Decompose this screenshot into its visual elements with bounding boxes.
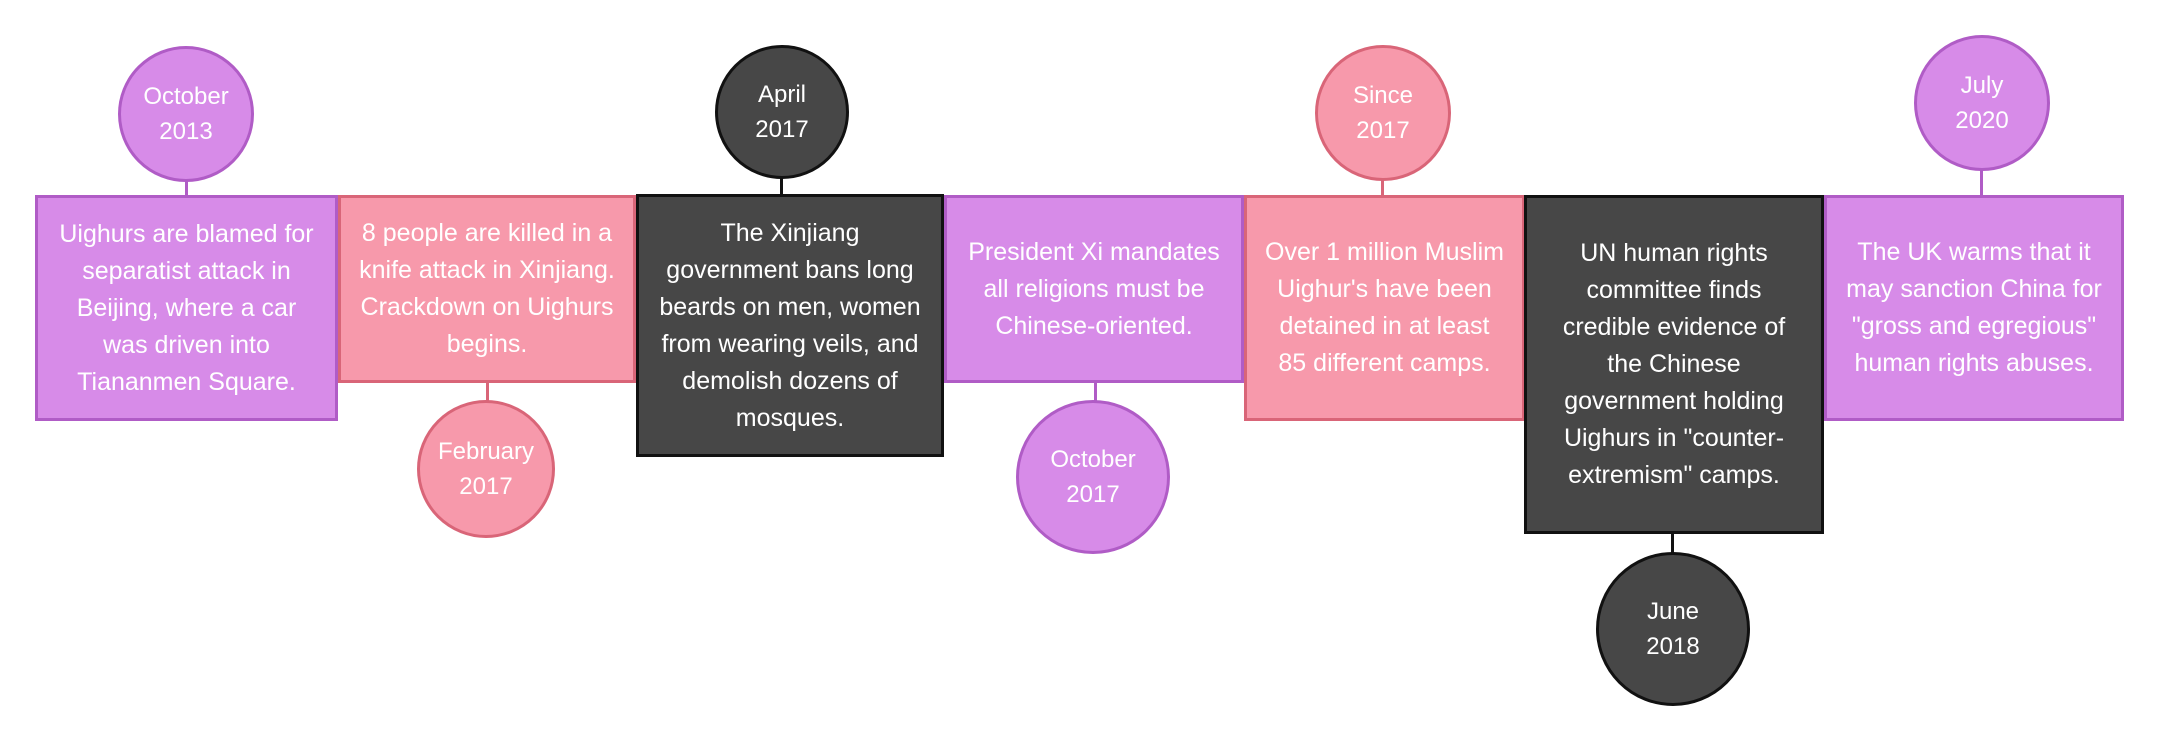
connector [1381,176,1384,196]
date-month: Since [1352,82,1414,109]
date-month: October [1050,446,1136,473]
connector [1094,382,1097,404]
date-circle-feb-2017: February 2017 [417,400,555,538]
connector [1671,532,1674,556]
date-year: 2013 [159,118,213,145]
date-circle-since-2017: Since 2017 [1315,45,1451,181]
connector [185,180,188,196]
date-circle-jun-2018: June 2018 [1596,552,1750,706]
event-box-apr-2017: The Xinjiang government bans long beards… [636,194,944,457]
date-year: 2017 [459,473,513,500]
event-text: The UK warms that it may sanction China … [1846,238,2102,377]
date-circle-oct-2017: October 2017 [1016,400,1170,554]
date-circle-jul-2020: July 2020 [1914,35,2050,171]
event-text: Uighurs are blamed for separatist attack… [59,219,314,396]
event-box-oct-2017: President Xi mandates all religions must… [944,195,1244,383]
event-text: President Xi mandates all religions must… [968,237,1220,340]
event-text: UN human rights committee finds credible… [1562,239,1786,489]
date-month: July [1960,72,2004,99]
connector [1980,168,1983,196]
date-month: June [1646,598,1700,625]
event-box-feb-2017: 8 people are killed in a knife attack in… [338,195,636,383]
date-year: 2017 [755,116,809,143]
event-box-oct-2013: Uighurs are blamed for separatist attack… [35,195,338,421]
event-text: The Xinjiang government bans long beards… [659,218,921,432]
date-year: 2020 [1955,107,2009,134]
event-text: Over 1 million Muslim Uighur's have been… [1265,238,1504,377]
date-circle-oct-2013: October 2013 [118,46,254,182]
date-year: 2018 [1646,633,1700,660]
event-box-jun-2018: UN human rights committee finds credible… [1524,195,1824,534]
connector [486,382,489,404]
date-circle-apr-2017: April 2017 [715,45,849,179]
date-month: February [437,438,535,465]
connector [780,174,783,196]
date-month: April [757,81,806,108]
event-box-jul-2020: The UK warms that it may sanction China … [1824,195,2124,421]
date-year: 2017 [1066,481,1120,508]
date-month: October [143,83,229,110]
event-box-since-2017: Over 1 million Muslim Uighur's have been… [1244,195,1525,421]
event-text: 8 people are killed in a knife attack in… [359,219,615,358]
date-year: 2017 [1356,117,1410,144]
